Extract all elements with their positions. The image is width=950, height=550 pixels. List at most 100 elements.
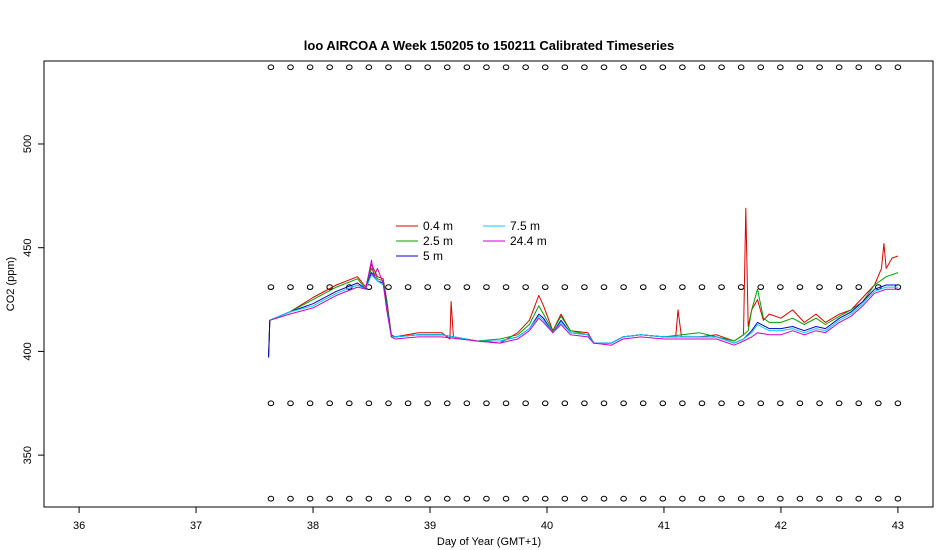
marker-point (816, 400, 823, 407)
marker-point (737, 64, 745, 71)
marker-point (541, 64, 549, 71)
marker-point (365, 495, 373, 502)
marker-point (267, 495, 275, 502)
marker-point (424, 284, 431, 291)
series-line-24-4-m (269, 259, 898, 346)
marker-point (679, 400, 686, 407)
marker-point (875, 495, 882, 502)
marker-point (855, 495, 863, 502)
legend-label: 2.5 m (423, 234, 453, 248)
marker-point (894, 64, 902, 71)
x-tick-label: 36 (73, 520, 85, 532)
marker-point (502, 495, 510, 502)
marker-point (659, 64, 667, 71)
x-tick-label: 40 (541, 520, 553, 532)
marker-point (757, 495, 765, 502)
marker-point (679, 64, 686, 71)
marker-point (483, 495, 490, 502)
marker-point (875, 64, 882, 71)
legend-label: 0.4 m (423, 219, 453, 233)
marker-point (835, 64, 843, 71)
marker-point (894, 400, 902, 407)
marker-point (561, 284, 569, 291)
marker-point (679, 284, 686, 291)
marker-point (522, 284, 529, 291)
marker-point (777, 284, 784, 291)
marker-point (639, 64, 647, 71)
marker-point (306, 284, 314, 291)
marker-point (522, 400, 529, 407)
marker-point (385, 400, 392, 407)
marker-point (522, 64, 529, 71)
marker-point (404, 64, 412, 71)
marker-point (757, 64, 765, 71)
y-axis: 350 400 450 500 (22, 135, 44, 464)
marker-point (639, 400, 647, 407)
marker-point (463, 495, 471, 502)
marker-point (365, 64, 373, 71)
marker-point (581, 284, 588, 291)
marker-point (346, 495, 353, 502)
marker-point (639, 284, 647, 291)
marker-point (287, 400, 294, 407)
legend: 0.4 m2.5 m5 m 7.5 m24.4 m (396, 219, 547, 263)
marker-point (835, 284, 843, 291)
marker-point (541, 284, 549, 291)
marker-point (483, 284, 490, 291)
marker-point (855, 400, 863, 407)
marker-point (816, 495, 823, 502)
x-tick-label: 41 (658, 520, 670, 532)
marker-point (855, 284, 863, 291)
marker-point (443, 284, 451, 291)
marker-point (698, 400, 706, 407)
marker-point (502, 400, 510, 407)
marker-point (267, 284, 275, 291)
marker-point (404, 284, 412, 291)
marker-point (502, 64, 510, 71)
marker-point (385, 284, 392, 291)
marker-point (737, 495, 745, 502)
marker-point (757, 400, 765, 407)
marker-point (306, 64, 314, 71)
marker-point (346, 400, 353, 407)
marker-point (698, 495, 706, 502)
x-axis: 36 37 38 39 40 41 42 43 (73, 507, 904, 532)
marker-point (718, 284, 725, 291)
marker-point (541, 495, 549, 502)
marker-point (855, 64, 863, 71)
marker-point (326, 400, 334, 407)
marker-point (346, 64, 353, 71)
x-axis-label: Day of Year (GMT+1) (437, 536, 541, 548)
marker-point (463, 284, 471, 291)
marker-point (306, 495, 314, 502)
marker-point (561, 64, 569, 71)
x-tick-label: 42 (775, 520, 787, 532)
marker-rows (267, 64, 902, 502)
marker-point (835, 400, 843, 407)
marker-point (287, 284, 294, 291)
marker-point (620, 495, 627, 502)
marker-point (483, 64, 490, 71)
legend-label: 5 m (423, 249, 443, 263)
marker-point (326, 64, 334, 71)
marker-point (796, 400, 804, 407)
marker-point (620, 284, 627, 291)
marker-point (365, 400, 373, 407)
marker-point (757, 284, 765, 291)
marker-point (267, 400, 275, 407)
series-lines (268, 207, 899, 358)
marker-point (306, 400, 314, 407)
marker-point (267, 64, 275, 71)
marker-point (796, 284, 804, 291)
y-tick-label: 450 (22, 239, 34, 257)
marker-point (326, 495, 334, 502)
chart-title: loo AIRCOA A Week 150205 to 150211 Calib… (304, 38, 674, 53)
legend-label: 7.5 m (510, 219, 540, 233)
marker-point (620, 400, 627, 407)
marker-point (659, 284, 667, 291)
marker-point (816, 64, 823, 71)
x-tick-label: 38 (307, 520, 319, 532)
series-line-7-5-m (269, 274, 898, 344)
marker-point (443, 64, 451, 71)
marker-point (796, 64, 804, 71)
